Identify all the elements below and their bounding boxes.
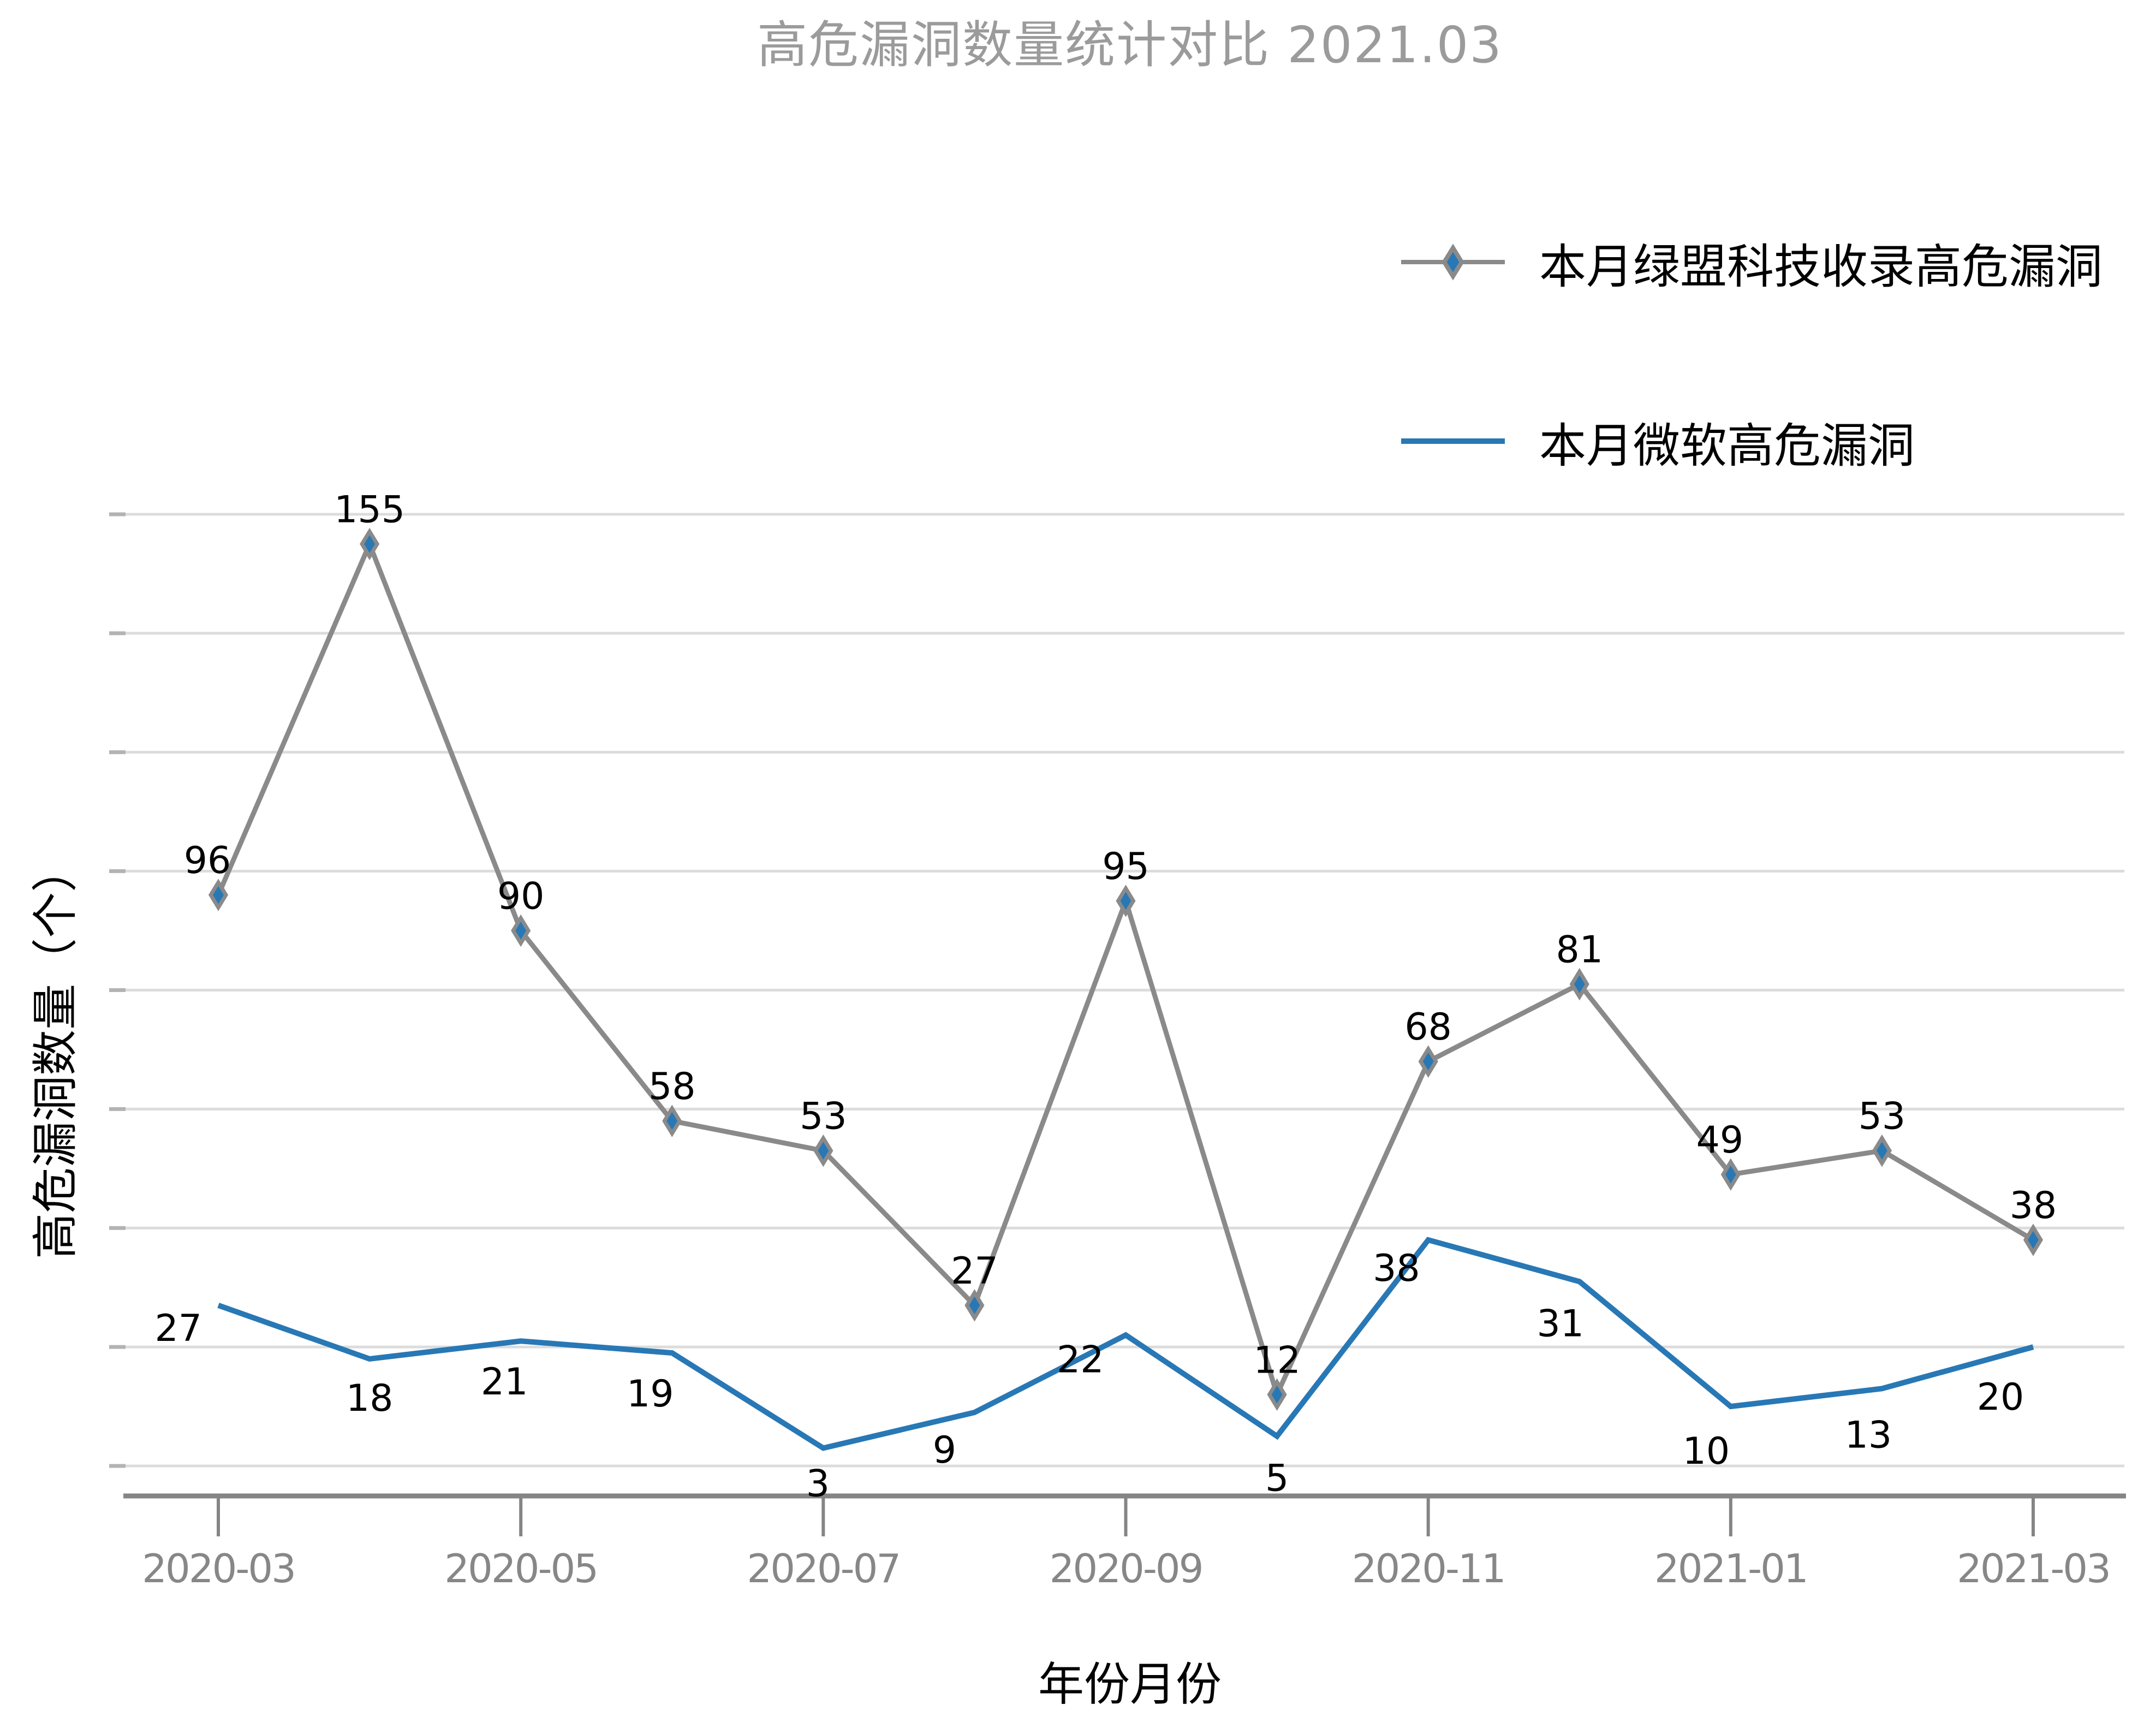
data-label: 38 bbox=[2010, 1184, 2057, 1227]
x-tick-label: 2021-01 bbox=[1654, 1546, 1807, 1592]
marker-diamond-icon bbox=[1720, 1158, 1741, 1191]
data-label: 68 bbox=[1404, 1006, 1452, 1049]
data-label: 27 bbox=[951, 1250, 998, 1293]
data-label: 13 bbox=[1845, 1414, 1892, 1457]
data-label: 53 bbox=[800, 1095, 847, 1138]
data-label: 27 bbox=[154, 1307, 202, 1350]
data-label: 12 bbox=[1253, 1339, 1301, 1382]
x-tick-label: 2020-03 bbox=[142, 1546, 295, 1592]
marker-diamond-icon bbox=[511, 914, 531, 947]
marker-diamond-icon bbox=[208, 878, 229, 911]
marker-diamond-icon bbox=[1116, 884, 1136, 917]
x-tick-label: 2020-09 bbox=[1050, 1546, 1202, 1592]
data-label: 10 bbox=[1683, 1430, 1730, 1473]
x-tick-label: 2020-07 bbox=[747, 1546, 900, 1592]
marker-diamond-icon bbox=[662, 1104, 682, 1137]
data-label: 90 bbox=[497, 875, 545, 918]
data-label: 20 bbox=[1977, 1376, 2024, 1419]
data-label: 18 bbox=[346, 1377, 394, 1420]
x-tick-label: 2021-03 bbox=[1957, 1546, 2110, 1592]
data-label: 155 bbox=[334, 488, 405, 531]
data-label: 49 bbox=[1696, 1119, 1744, 1162]
data-label: 9 bbox=[933, 1429, 956, 1472]
marker-diamond-icon bbox=[1418, 1045, 1438, 1078]
marker-diamond-icon bbox=[1267, 1378, 1287, 1411]
data-label: 58 bbox=[648, 1065, 696, 1108]
marker-diamond-icon bbox=[813, 1134, 833, 1167]
data-label: 81 bbox=[1556, 929, 1603, 972]
data-label: 38 bbox=[1373, 1247, 1420, 1290]
x-axis-label: 年份月份 bbox=[1038, 1658, 1222, 1711]
marker-diamond-icon bbox=[1872, 1134, 1892, 1167]
data-label: 31 bbox=[1536, 1302, 1584, 1345]
series-nsfocus-line bbox=[216, 537, 2035, 1402]
chart-title: 高危漏洞数量统计对比 2021.03 bbox=[757, 16, 1503, 74]
marker-diamond-icon bbox=[359, 527, 380, 561]
data-label: 3 bbox=[806, 1462, 830, 1505]
marker-diamond-icon bbox=[1569, 967, 1589, 1001]
data-label: 22 bbox=[1057, 1338, 1104, 1381]
data-label: 21 bbox=[481, 1361, 528, 1404]
data-label: 95 bbox=[1102, 845, 1150, 888]
x-tick-label: 2020-05 bbox=[444, 1546, 597, 1592]
data-label: 19 bbox=[627, 1373, 674, 1416]
data-label: 96 bbox=[184, 839, 231, 882]
data-label: 5 bbox=[1265, 1457, 1289, 1500]
marker-diamond-icon bbox=[2023, 1224, 2044, 1256]
data-label: 53 bbox=[1859, 1095, 1906, 1138]
x-tick-label: 2020-11 bbox=[1352, 1546, 1505, 1592]
marker-diamond-icon bbox=[964, 1289, 985, 1322]
series-microsoft-line bbox=[217, 1237, 2034, 1451]
